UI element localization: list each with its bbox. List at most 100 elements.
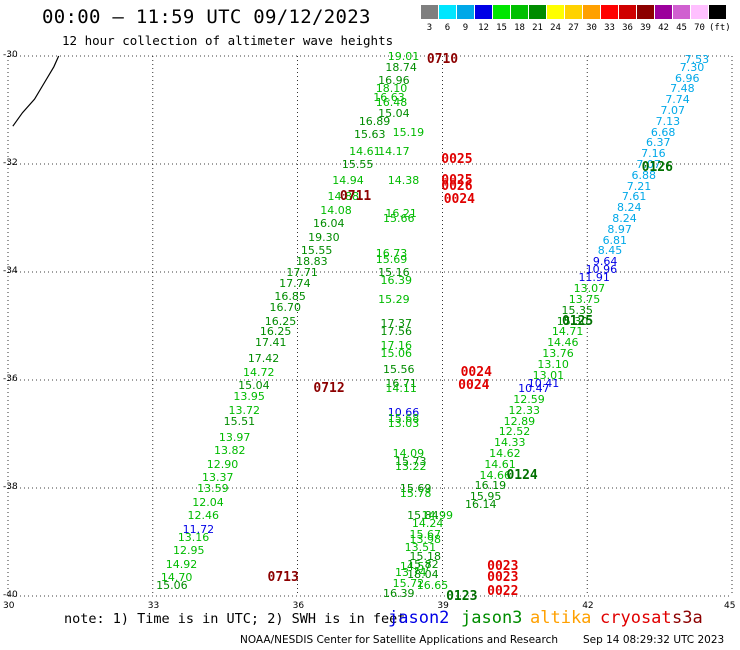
pass-time-label: 0024	[460, 364, 492, 380]
wave-height-value: 13.97	[218, 430, 251, 444]
wave-height-value: 7.21	[626, 179, 652, 193]
wave-height-value: 15.55	[300, 244, 333, 258]
wave-height-value: 12.59	[513, 392, 545, 406]
wave-height-value: 7.74	[665, 93, 690, 107]
pass-time-label: 0125	[561, 313, 594, 329]
wave-height-value: 14.71	[551, 325, 584, 339]
wave-height-value: 14.94	[332, 174, 364, 188]
scale-label: 36	[622, 23, 633, 33]
wave-height-value: 17.56	[380, 325, 413, 339]
wave-height-value: 13.82	[214, 444, 246, 458]
wave-height-value: 15.18	[409, 549, 442, 563]
wave-height-value: 15.95	[469, 490, 502, 504]
wave-height-value: 15.16	[378, 266, 410, 279]
coastline	[12, 55, 60, 127]
scale-swatch	[655, 5, 672, 19]
wave-height-value: 14.57	[399, 560, 432, 574]
color-scale-legend: 3 6 9 12 15 18 21 24 27 30 33 36 39 42 45 70 (ft)	[421, 5, 731, 39]
pass-time-label: 0025	[441, 173, 473, 189]
wave-height-value: 6.96	[674, 71, 700, 85]
wave-height-value: 14.61	[484, 457, 516, 471]
pass-time-label: 0022	[487, 583, 519, 599]
wave-height-value: 13.22	[395, 460, 427, 474]
wave-height-value: 7.48	[670, 82, 695, 96]
wave-height-value: 10.66	[387, 406, 420, 420]
scale-label: 3	[426, 23, 433, 33]
scale-label: 27	[568, 23, 579, 33]
wave-height-value: 14.99	[421, 509, 454, 522]
wave-height-value: 14.88	[327, 190, 359, 204]
wave-height-value: 16.39	[382, 587, 415, 601]
scale-label: 6	[444, 23, 451, 33]
latitude-tick-label: -40	[3, 590, 18, 600]
longitude-tick-label: 36	[292, 601, 305, 611]
wave-height-value: 15.06	[156, 579, 188, 593]
wave-height-value: 16.71	[385, 376, 417, 390]
wave-height-value: 15.66	[382, 212, 415, 225]
wave-height-value: 8.45	[597, 244, 623, 258]
wave-height-value: 16.25	[264, 314, 297, 328]
wave-height-value: 6.37	[646, 136, 671, 150]
wave-height-value: 17.16	[380, 338, 413, 352]
longitude-tick-label: 30	[3, 601, 15, 611]
legend-entry-s3a: s3a	[672, 608, 703, 628]
wave-height-value: 14.61	[349, 144, 381, 158]
wave-height-value: 15.30	[556, 314, 589, 328]
wave-height-value: 15.63	[354, 128, 386, 142]
scale-swatch	[601, 5, 618, 19]
wave-height-value: 13.76	[542, 347, 574, 360]
wave-height-value: 16.48	[375, 95, 408, 109]
wave-height-value: 15.56	[382, 363, 415, 377]
wave-height-value: 14.24	[411, 517, 444, 531]
pass-time-label: 0712	[313, 381, 345, 397]
scale-swatch	[421, 5, 438, 19]
wave-height-value: 18.10	[375, 82, 408, 96]
wave-height-value: 14.08	[320, 203, 352, 217]
wave-height-value: 15.19	[392, 125, 425, 139]
map-note: note: 1) Time is in UTC; 2) SWH is in fe…	[64, 611, 406, 627]
latitude-tick-label: -36	[3, 374, 18, 384]
scale-swatch	[493, 5, 510, 19]
wave-height-value: 12.95	[173, 544, 205, 558]
wave-height-value: 7.61	[621, 190, 647, 204]
wave-height-value: 15.69	[399, 482, 432, 495]
longitude-tick-label: 42	[582, 601, 594, 611]
wave-height-value: 15.29	[378, 293, 410, 306]
wave-height-value: 14.11	[385, 382, 417, 396]
wave-height-value: 14.62	[489, 446, 521, 460]
wave-height-value: 13.72	[228, 403, 261, 417]
wave-height-value: 15.78	[399, 487, 432, 501]
wave-height-value: 8.24	[612, 212, 637, 225]
scale-swatch	[547, 5, 564, 19]
wave-height-value: 16.25	[259, 325, 292, 339]
longitude-tick-label: 39	[437, 601, 449, 611]
wave-height-value: 10.41	[527, 376, 560, 390]
wave-height-value: 13.59	[197, 482, 229, 495]
pass-time-label: 0126	[641, 159, 673, 175]
wave-height-value: 15.55	[341, 158, 374, 171]
wave-height-value: 16.73	[375, 247, 408, 261]
wave-height-value: 15.06	[380, 347, 413, 360]
scale-label: 45	[676, 23, 687, 33]
wave-height-value: 19.30	[308, 230, 340, 244]
wave-height-value: 16.65	[416, 579, 449, 593]
latitude-tick-label: -32	[3, 158, 18, 168]
wave-height-value: 16.85	[274, 290, 306, 304]
pass-time-label: 0023	[487, 559, 519, 575]
wave-height-value: 12.52	[498, 425, 531, 439]
grid-lines	[7, 55, 733, 597]
wave-height-value: 18.83	[296, 255, 328, 269]
wave-height-value: 16.63	[373, 90, 405, 104]
wave-height-value: 16.04	[312, 217, 345, 231]
wave-height-value: 13.37	[201, 471, 234, 485]
wave-height-value: 12.46	[187, 509, 219, 522]
scale-label: 70	[694, 23, 705, 33]
wave-height-value: 10.47	[518, 382, 550, 396]
legend-entry-altika: altika	[530, 608, 592, 628]
wave-height-value: 13.16	[177, 530, 210, 544]
wave-height-value: 18.74	[385, 60, 417, 74]
wave-height-value: 16.39	[380, 274, 413, 288]
scale-swatch	[619, 5, 636, 19]
wave-height-value: 12.89	[503, 414, 536, 428]
wave-height-value: 7.30	[679, 60, 705, 74]
